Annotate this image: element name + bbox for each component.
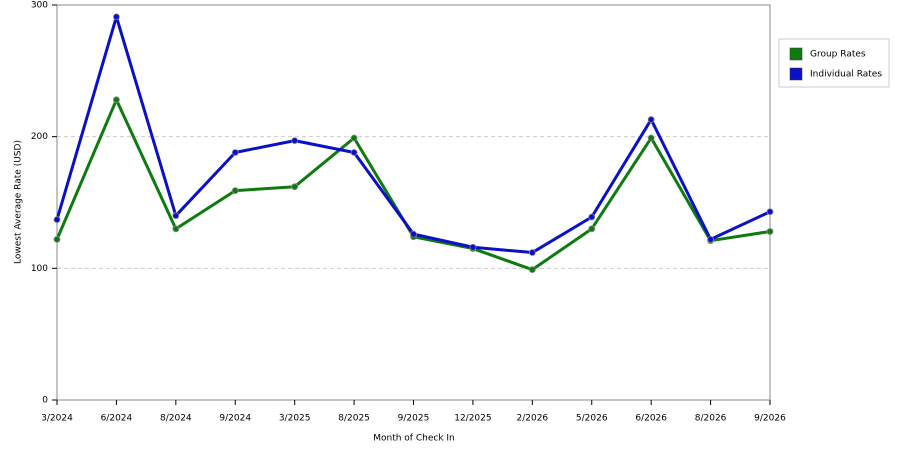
series-line — [55, 15, 771, 255]
point — [231, 187, 239, 195]
x-tick-label: 8/2025 — [338, 414, 370, 424]
x-tick-label: 8/2024 — [160, 414, 192, 424]
x-tick-label: 9/2025 — [398, 414, 430, 424]
point — [350, 134, 358, 142]
x-tick-label: 6/2026 — [635, 414, 667, 424]
x-tick-label: 3/2025 — [279, 414, 311, 424]
point — [410, 230, 417, 238]
y-tick-label: 100 — [31, 264, 48, 274]
y-tick-label: 0 — [42, 396, 48, 406]
point — [647, 134, 655, 142]
point — [707, 235, 714, 243]
point — [231, 149, 239, 156]
point — [291, 137, 299, 145]
x-tick-label: 9/2026 — [754, 414, 786, 424]
y-axis-label: Lowest Average Rate (USD) — [14, 140, 24, 264]
legend-label: Individual Rates — [810, 70, 882, 80]
y-tick-label: 200 — [31, 132, 48, 142]
point — [528, 266, 536, 274]
point — [113, 96, 120, 104]
x-tick-label: 2/2026 — [516, 414, 548, 424]
x-tick-label: 9/2024 — [219, 414, 251, 424]
x-tick-label: 3/2024 — [41, 414, 73, 424]
point — [53, 216, 61, 224]
y-tick-label: 300 — [31, 1, 48, 11]
series-line — [55, 98, 771, 272]
point — [647, 116, 655, 123]
point — [766, 208, 774, 216]
x-tick-label: 6/2024 — [101, 414, 133, 424]
point — [350, 149, 358, 156]
x-axis-label: Month of Check In — [373, 434, 455, 444]
legend-label: Group Rates — [810, 50, 866, 60]
point — [172, 225, 180, 233]
legend-swatch — [789, 67, 803, 81]
point — [766, 228, 774, 235]
point — [291, 183, 299, 191]
x-tick-label: 12/2025 — [454, 414, 491, 424]
point — [588, 225, 596, 233]
point — [528, 249, 536, 256]
point — [53, 235, 61, 243]
x-tick-label: 8/2026 — [695, 414, 727, 424]
point — [113, 13, 120, 21]
x-tick-label: 5/2026 — [576, 414, 608, 424]
point — [588, 213, 596, 221]
point — [469, 243, 477, 251]
legend-swatch — [789, 47, 803, 61]
point — [172, 212, 180, 220]
